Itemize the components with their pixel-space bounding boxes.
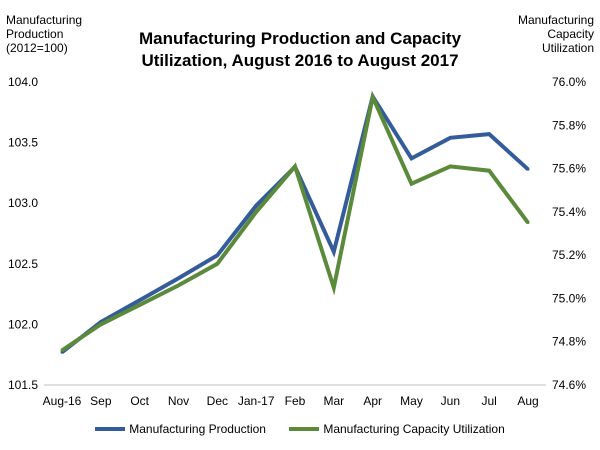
right-tick-label: 74.8%	[552, 335, 586, 349]
data-point-production	[448, 136, 452, 140]
x-tick-label: Dec	[207, 394, 228, 408]
data-point-capacity	[448, 164, 452, 168]
right-axis-title: Manufacturing Capacity Utilization	[484, 13, 594, 55]
left-axis-title: Manufacturing Production (2012=100)	[6, 13, 116, 55]
data-point-production	[215, 253, 219, 257]
left-tick-label: 102.0	[8, 317, 38, 331]
left-tick-label: 104.0	[8, 75, 38, 89]
x-tick-label: Aug	[517, 394, 538, 408]
data-point-capacity	[177, 283, 180, 287]
data-point-production	[177, 276, 180, 280]
data-point-capacity	[332, 286, 336, 290]
data-point-production	[138, 298, 142, 302]
right-tick-label: 76.0%	[552, 75, 586, 89]
right-tick-label: 75.0%	[552, 291, 586, 305]
x-tick-label: Jul	[481, 394, 496, 408]
data-point-capacity	[410, 182, 413, 186]
left-axis-title-line: Manufacturing	[6, 13, 83, 27]
data-point-capacity	[99, 322, 103, 326]
data-point-capacity	[371, 95, 375, 99]
data-point-capacity	[138, 303, 142, 307]
legend-item-production: Manufacturing Production	[95, 422, 266, 436]
right-axis-title-line: Utilization	[541, 41, 594, 55]
data-point-capacity	[254, 210, 258, 214]
x-tick-label: May	[400, 394, 423, 408]
data-point-capacity	[60, 348, 64, 352]
data-point-production	[332, 250, 336, 254]
data-point-capacity	[215, 262, 219, 266]
legend-label-capacity: Manufacturing Capacity Utilization	[323, 422, 505, 436]
left-axis-title-line: (2012=100)	[6, 41, 68, 55]
right-axis-title-line: Capacity	[547, 27, 594, 41]
left-tick-label: 103.5	[8, 136, 38, 150]
data-point-production	[526, 167, 530, 171]
right-tick-label: 75.6%	[552, 162, 586, 176]
legend-swatch-production	[95, 427, 126, 431]
left-tick-label: 102.5	[8, 257, 38, 271]
data-point-capacity	[487, 169, 491, 173]
x-tick-label: Nov	[168, 394, 189, 408]
x-tick-label: Apr	[363, 394, 382, 408]
legend-item-capacity: Manufacturing Capacity Utilization	[289, 422, 505, 436]
chart-title-line: Manufacturing Production and Capacity	[138, 29, 462, 48]
legend-swatch-capacity	[289, 427, 320, 431]
x-tick-label: Feb	[285, 394, 306, 408]
chart-title: Manufacturing Production and Capacity Ut…	[100, 28, 500, 72]
x-tick-label: Jan-17	[238, 394, 275, 408]
series-line-production	[60, 91, 530, 354]
left-tick-label: 101.5	[8, 378, 38, 392]
data-point-production	[410, 156, 413, 160]
right-tick-label: 75.2%	[552, 248, 586, 262]
x-tick-label: Jun	[441, 394, 460, 408]
left-axis-title-line: Production	[6, 27, 64, 41]
data-point-production	[254, 204, 258, 208]
right-tick-label: 74.6%	[552, 378, 586, 392]
x-tick-label: Aug-16	[43, 394, 82, 408]
x-tick-label: Mar	[323, 394, 344, 408]
legend: Manufacturing Production Manufacturing C…	[0, 420, 600, 436]
x-tick-label: Oct	[130, 394, 149, 408]
legend-label-production: Manufacturing Production	[129, 422, 266, 436]
left-tick-label: 103.0	[8, 196, 38, 210]
data-point-capacity	[293, 164, 297, 168]
data-point-capacity	[526, 221, 530, 225]
right-axis-title-line: Manufacturing	[517, 13, 594, 27]
right-tick-label: 75.4%	[552, 205, 586, 219]
data-point-production	[487, 132, 491, 136]
x-tick-label: Sep	[90, 394, 112, 408]
chart-title-line: Utilization, August 2016 to August 2017	[141, 51, 459, 70]
right-tick-label: 75.8%	[552, 118, 586, 132]
